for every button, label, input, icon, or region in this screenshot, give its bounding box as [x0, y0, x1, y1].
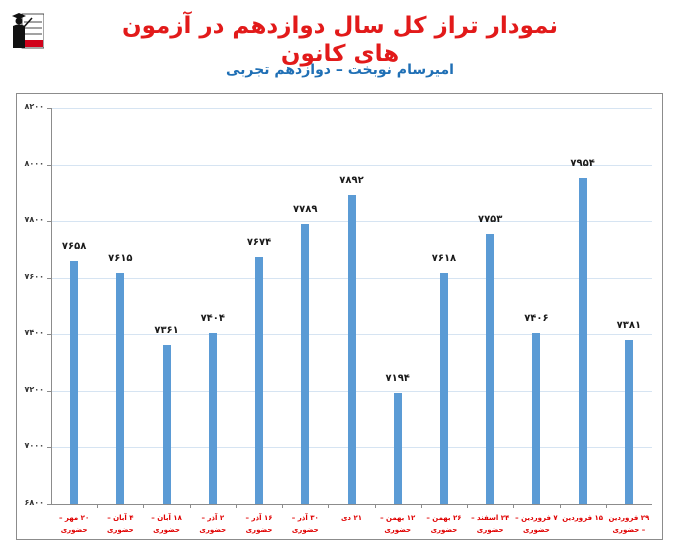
x-tick-label: ۳۰ آذر – حضوری — [291, 514, 319, 534]
x-tick — [328, 504, 330, 508]
bar — [578, 177, 587, 504]
y-axis — [51, 108, 52, 505]
bar — [208, 333, 217, 504]
x-tick — [189, 504, 191, 508]
bar — [624, 339, 633, 504]
bar — [116, 273, 125, 504]
x-tick-label: ۱۶ آذر – حضوری — [245, 514, 273, 534]
x-tick — [467, 504, 469, 508]
bar-value-label: ۷۶۵۸ — [61, 241, 87, 253]
graduate-logo-icon — [12, 13, 45, 49]
bar — [255, 256, 264, 504]
y-tick-label: ۶۸۰۰ — [24, 498, 44, 507]
y-tick — [47, 504, 52, 505]
y-tick — [47, 108, 52, 109]
bar-value-label: ۷۶۱۸ — [431, 252, 457, 264]
x-tick-label: ۲۴ اسفند – حضوری — [471, 514, 510, 534]
x-tick — [420, 504, 422, 508]
bar — [393, 392, 402, 504]
x-tick-label: ۱۸ آبان – حضوری — [151, 514, 182, 534]
bar — [70, 261, 79, 504]
bar-value-label: ۷۴۰۶ — [524, 312, 549, 324]
x-tick-label: ۱۵ فروردین — [562, 514, 604, 522]
x-tick-label: ۲ آذر – حضوری — [199, 514, 227, 534]
y-tick-label: ۷۸۰۰ — [24, 215, 44, 225]
chart-frame — [16, 93, 663, 540]
x-tick — [559, 504, 561, 508]
bar — [532, 332, 541, 504]
bar — [301, 224, 310, 504]
x-tick — [374, 504, 376, 508]
chart-subtitle: امیرسام نوبخت – دوازدهم تجربی — [226, 62, 454, 78]
x-axis — [51, 504, 652, 505]
bar-value-label: ۷۷۸۹ — [293, 204, 318, 216]
bar-value-label: ۷۷۵۳ — [477, 214, 503, 226]
y-tick-label: ۷۲۰۰ — [24, 384, 44, 394]
bar — [162, 345, 171, 504]
bar-value-label: ۷۹۵۴ — [570, 157, 595, 169]
y-tick-label: ۷۰۰۰ — [24, 441, 44, 451]
y-tick — [47, 164, 52, 166]
bar-value-label: ۷۴۰۴ — [200, 313, 225, 325]
y-tick — [47, 447, 52, 449]
y-tick — [47, 334, 52, 336]
x-tick-label: ۷ فروردین – حضوری — [515, 514, 558, 534]
y-tick — [47, 277, 52, 279]
x-tick — [605, 504, 607, 508]
bar-value-label: ۷۶۷۴ — [246, 236, 272, 248]
y-tick-label: ۷۶۰۰ — [24, 271, 44, 281]
bar-value-label: ۷۳۶۱ — [154, 325, 179, 337]
bar — [347, 195, 356, 504]
x-tick-label: ۲۰ مهر – حضوری — [58, 514, 90, 534]
x-tick — [235, 504, 237, 508]
y-tick-label: ۷۴۰۰ — [24, 328, 44, 338]
x-tick-label: ۲۹ فروردین – حضوری — [608, 514, 650, 534]
chart-title: نمودار تراز کل سال دوازدهم در آزمون های … — [121, 13, 559, 67]
x-tick-label: ۱۲ بهمن – حضوری — [380, 514, 416, 534]
gridline — [51, 108, 652, 109]
y-tick — [47, 390, 52, 392]
bar-value-label: ۷۸۹۲ — [339, 175, 364, 187]
x-tick-label: ۴ آبان – حضوری — [106, 514, 134, 534]
bar-value-label: ۷۱۹۴ — [385, 372, 410, 384]
x-tick — [143, 504, 145, 508]
bar — [486, 234, 495, 504]
bar-value-label: ۷۳۸۱ — [616, 319, 642, 331]
logo — [10, 10, 45, 50]
gridline — [51, 164, 652, 166]
x-tick — [282, 504, 284, 508]
y-tick — [47, 221, 52, 223]
x-tick-label: ۲۱ دی — [341, 514, 362, 522]
bar — [439, 272, 448, 504]
bar-value-label: ۷۶۱۵ — [108, 253, 133, 265]
x-tick-label: ۲۶ بهمن – حضوری — [426, 514, 462, 534]
y-tick-label: ۸۲۰۰ — [24, 102, 44, 111]
x-tick — [513, 504, 515, 508]
x-tick — [97, 504, 99, 508]
y-tick-label: ۸۰۰۰ — [24, 158, 44, 168]
